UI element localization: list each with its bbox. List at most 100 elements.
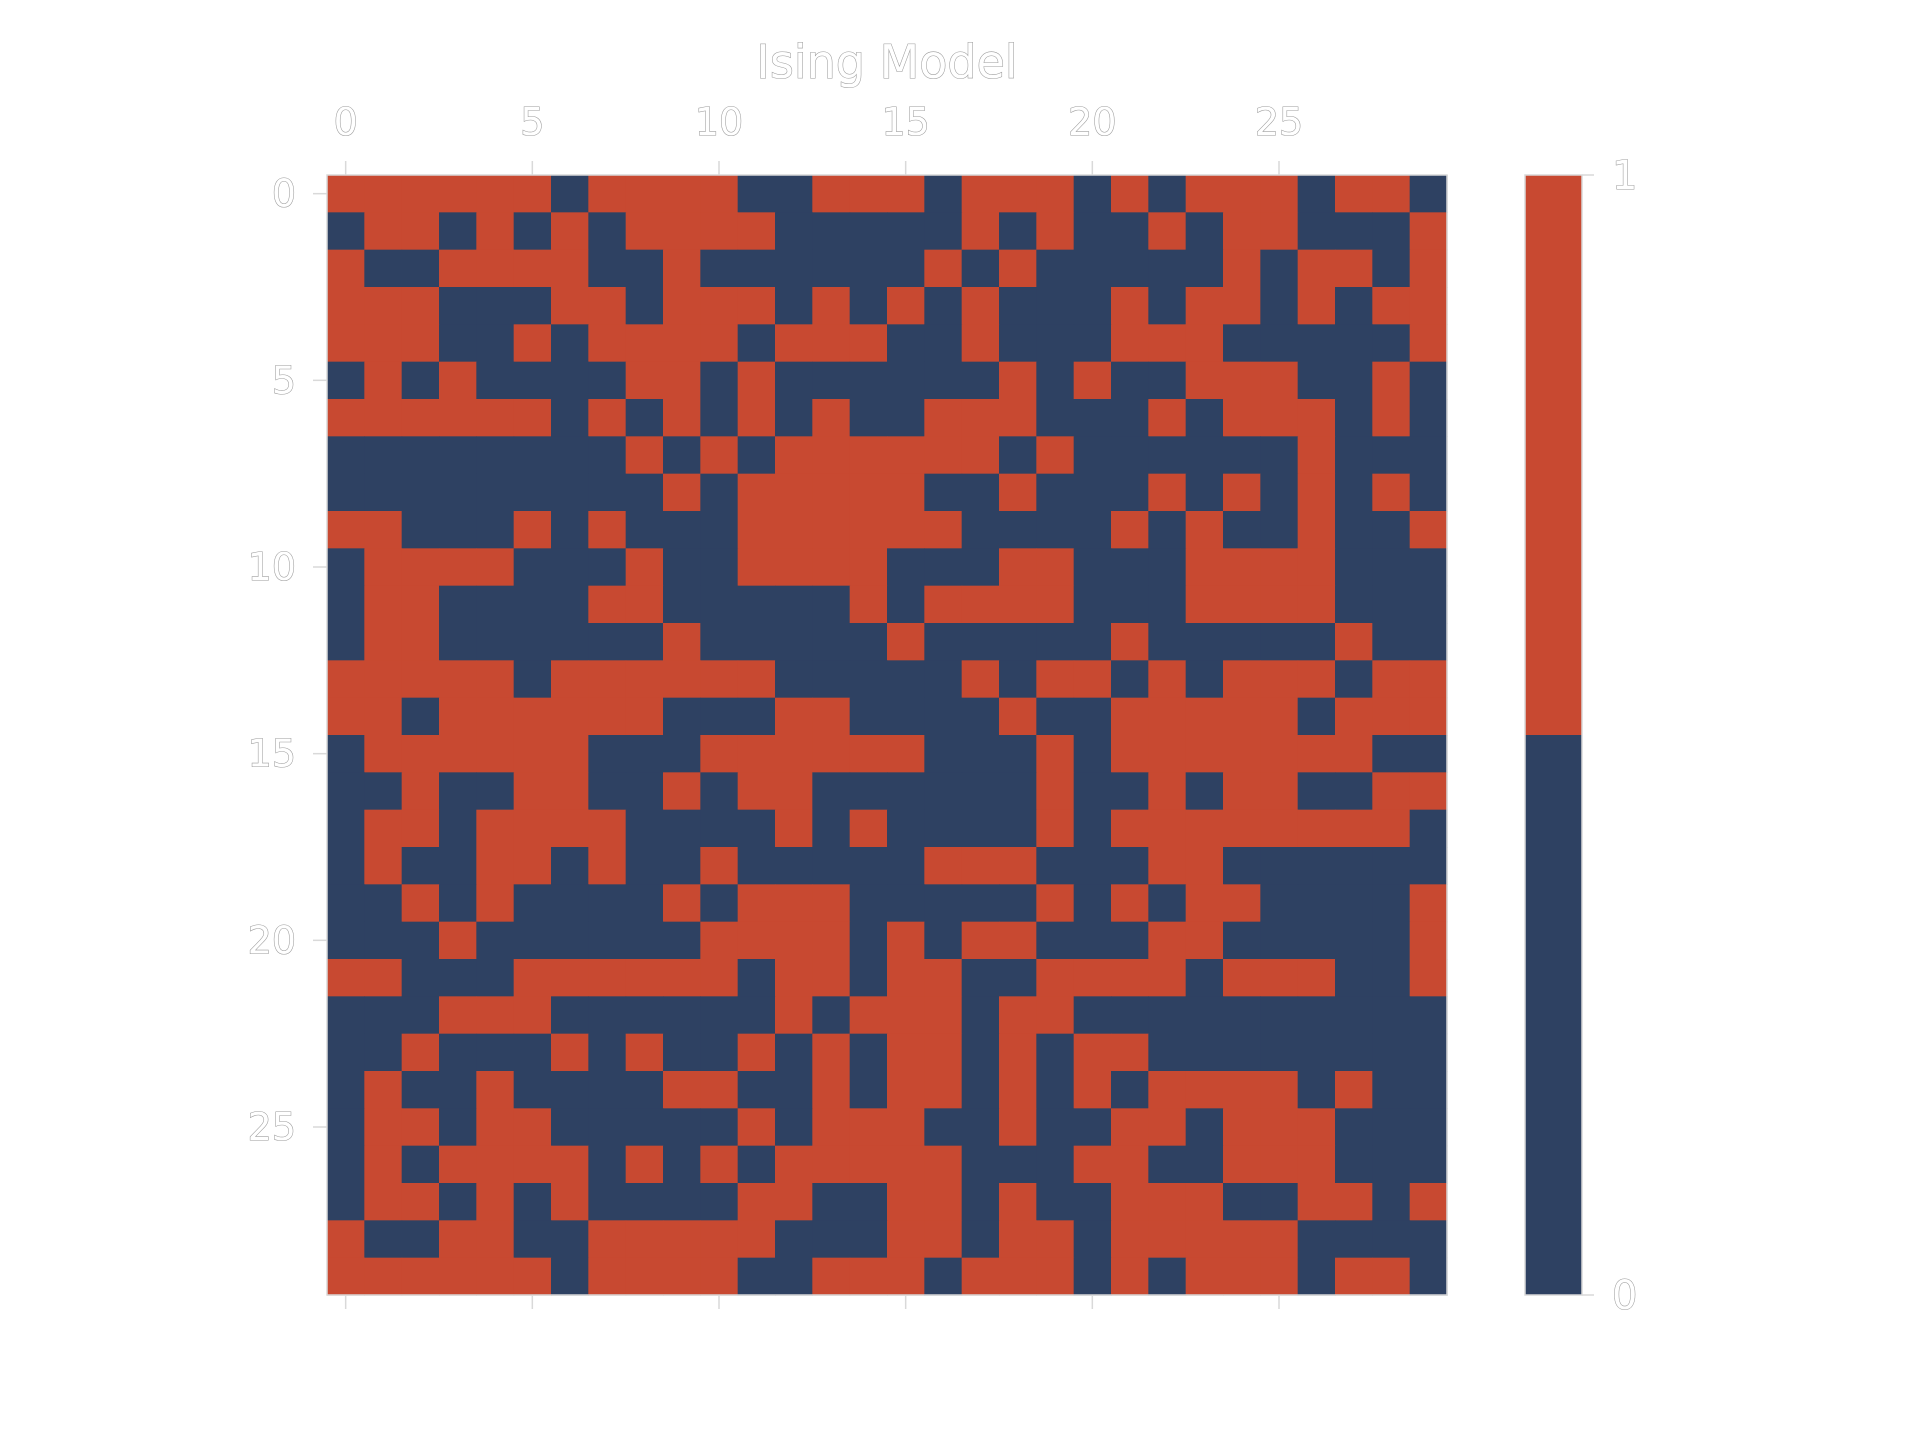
heatmap-cell-r3-c20 <box>1073 287 1112 325</box>
heatmap-cell-r7-c18 <box>999 436 1037 475</box>
heatmap-cell-r10-c15 <box>887 548 925 587</box>
heatmap-cell-r0-c9 <box>663 175 701 213</box>
heatmap-cell-r1-c23 <box>1185 212 1224 251</box>
heatmap-cell-r24-c5 <box>513 1071 552 1109</box>
heatmap-cell-r28-c10 <box>700 1220 739 1259</box>
heatmap-cell-r22-c0 <box>327 996 365 1035</box>
heatmap-cell-r16-c23 <box>1185 772 1224 811</box>
heatmap-cell-r12-c23 <box>1185 623 1224 661</box>
heatmap-cell-r16-c17 <box>961 772 1000 811</box>
heatmap-cell-r9-c12 <box>775 511 813 549</box>
heatmap-cell-r6-c7 <box>588 399 627 437</box>
heatmap-cell-r8-c19 <box>1036 473 1075 512</box>
heatmap-cell-r4-c15 <box>887 324 925 363</box>
heatmap-cell-r21-c10 <box>700 959 739 997</box>
heatmap-cell-r1-c17 <box>961 212 1000 251</box>
heatmap-cell-r19-c22 <box>1148 884 1187 923</box>
heatmap-cell-r23-c4 <box>476 1033 515 1072</box>
x-tick-label-20: 20 <box>1068 100 1116 144</box>
heatmap-cell-r22-c19 <box>1036 996 1075 1035</box>
heatmap-cell-r2-c4 <box>476 249 515 288</box>
heatmap-cell-r25-c8 <box>625 1108 664 1147</box>
heatmap-cell-r23-c23 <box>1185 1033 1224 1072</box>
heatmap-cell-r19-c7 <box>588 884 627 923</box>
heatmap-cell-r8-c5 <box>513 473 552 512</box>
heatmap-cell-r11-c6 <box>551 585 589 624</box>
heatmap-cell-r7-c17 <box>961 436 1000 475</box>
heatmap-cell-r15-c15 <box>887 735 925 773</box>
heatmap-cell-r2-c22 <box>1148 249 1187 288</box>
heatmap-cell-r11-c13 <box>812 585 851 624</box>
heatmap-cell-r14-c6 <box>551 697 589 736</box>
heatmap-cell-r15-c7 <box>588 735 627 773</box>
heatmap-cell-r29-c3 <box>439 1257 477 1296</box>
heatmap-cell-r25-c26 <box>1297 1108 1336 1147</box>
heatmap-cell-r26-c16 <box>924 1145 963 1184</box>
heatmap-cell-r10-c23 <box>1185 548 1224 587</box>
colorbar-frame <box>1524 174 1583 1296</box>
heatmap-cell-r22-c13 <box>812 996 851 1035</box>
heatmap-cell-r25-c17 <box>961 1108 1000 1147</box>
heatmap-cell-r11-c8 <box>625 585 664 624</box>
heatmap-cell-r23-c18 <box>999 1033 1037 1072</box>
heatmap-cell-r22-c12 <box>775 996 813 1035</box>
heatmap-cell-r5-c24 <box>1223 361 1261 400</box>
heatmap-cell-r2-c6 <box>551 249 589 288</box>
x-tick-label-10: 10 <box>695 100 743 144</box>
heatmap-cell-r21-c21 <box>1111 959 1149 997</box>
heatmap-cell-r6-c3 <box>439 399 477 437</box>
heatmap-cell-r25-c14 <box>849 1108 888 1147</box>
heatmap-cell-r4-c21 <box>1111 324 1149 363</box>
heatmap-cell-r7-c27 <box>1335 436 1373 475</box>
heatmap-cell-r19-c1 <box>364 884 403 923</box>
heatmap-cell-r12-c13 <box>812 623 851 661</box>
heatmap-cell-r0-c3 <box>439 175 477 213</box>
heatmap-cell-r18-c3 <box>439 847 477 885</box>
heatmap-cell-r11-c28 <box>1372 585 1411 624</box>
heatmap-cell-r26-c12 <box>775 1145 813 1184</box>
heatmap-cell-r24-c14 <box>849 1071 888 1109</box>
heatmap-cell-r8-c23 <box>1185 473 1224 512</box>
colorbar-segment-1 <box>1525 175 1582 735</box>
heatmap-cell-r28-c28 <box>1372 1220 1411 1259</box>
heatmap-cell-r11-c23 <box>1185 585 1224 624</box>
heatmap-cell-r17-c25 <box>1260 809 1299 848</box>
heatmap-cell-r9-c8 <box>625 511 664 549</box>
heatmap-cell-r29-c9 <box>663 1257 701 1296</box>
heatmap-cell-r14-c28 <box>1372 697 1411 736</box>
heatmap-cell-r21-c0 <box>327 959 365 997</box>
heatmap-cell-r25-c27 <box>1335 1108 1373 1147</box>
heatmap-cell-r16-c1 <box>364 772 403 811</box>
heatmap-cell-r10-c29 <box>1409 548 1448 587</box>
heatmap-cell-r20-c1 <box>364 921 403 960</box>
heatmap-cell-r12-c10 <box>700 623 739 661</box>
heatmap-cell-r29-c15 <box>887 1257 925 1296</box>
heatmap-cell-r18-c27 <box>1335 847 1373 885</box>
heatmap-cell-r13-c27 <box>1335 660 1373 699</box>
heatmap-cell-r3-c4 <box>476 287 515 325</box>
heatmap-cell-r19-c0 <box>327 884 365 923</box>
heatmap-cell-r20-c13 <box>812 921 851 960</box>
heatmap-cell-r1-c15 <box>887 212 925 251</box>
heatmap-cell-r26-c17 <box>961 1145 1000 1184</box>
heatmap-cell-r1-c8 <box>625 212 664 251</box>
heatmap-cell-r17-c6 <box>551 809 589 848</box>
heatmap-cell-r3-c19 <box>1036 287 1075 325</box>
heatmap-cell-r7-c22 <box>1148 436 1187 475</box>
heatmap-cell-r27-c13 <box>812 1183 851 1221</box>
heatmap-cell-r4-c11 <box>737 324 776 363</box>
heatmap-cell-r20-c5 <box>513 921 552 960</box>
heatmap-cell-r0-c15 <box>887 175 925 213</box>
heatmap-cell-r26-c15 <box>887 1145 925 1184</box>
heatmap-cell-r6-c15 <box>887 399 925 437</box>
heatmap-cell-r12-c6 <box>551 623 589 661</box>
heatmap-cell-r11-c9 <box>663 585 701 624</box>
heatmap-cell-r6-c19 <box>1036 399 1075 437</box>
heatmap-cell-r1-c24 <box>1223 212 1261 251</box>
heatmap-cell-r6-c13 <box>812 399 851 437</box>
heatmap-cell-r21-c7 <box>588 959 627 997</box>
heatmap-cell-r18-c20 <box>1073 847 1112 885</box>
heatmap-cell-r15-c1 <box>364 735 403 773</box>
heatmap-cell-r23-c11 <box>737 1033 776 1072</box>
heatmap-cell-r6-c1 <box>364 399 403 437</box>
